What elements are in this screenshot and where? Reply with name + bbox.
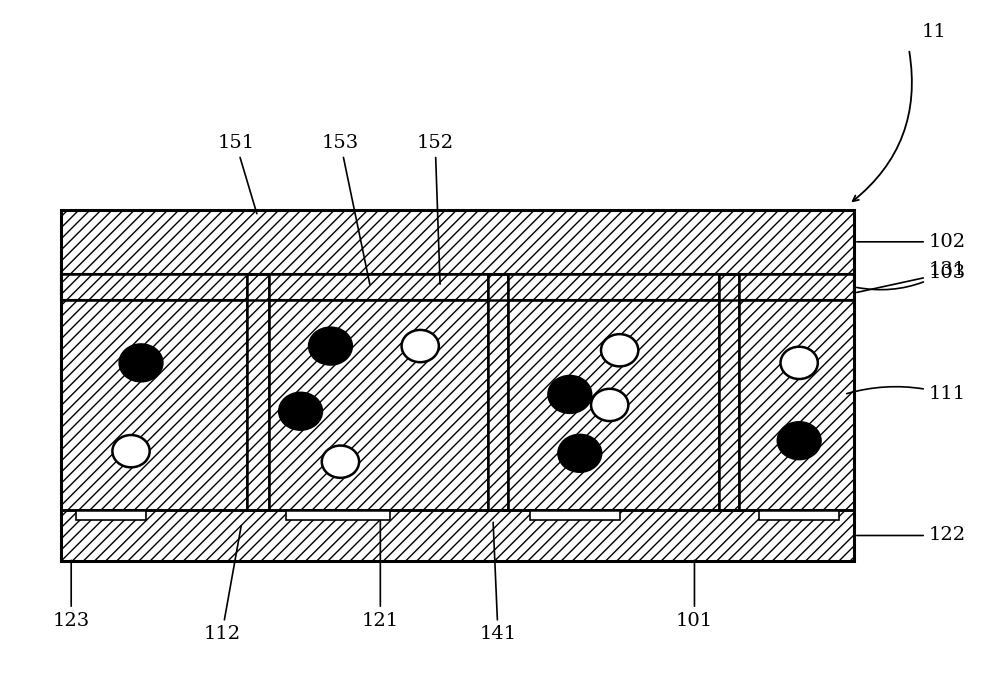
Bar [719, 274, 739, 510]
Bar [247, 274, 269, 510]
Text: 123: 123 [53, 560, 90, 630]
Bar [719, 274, 739, 510]
Ellipse shape [558, 434, 602, 473]
Ellipse shape [119, 344, 163, 382]
Text: 101: 101 [676, 560, 713, 630]
Bar [508, 300, 719, 510]
Ellipse shape [279, 392, 322, 430]
Ellipse shape [591, 389, 628, 421]
Ellipse shape [309, 327, 352, 365]
Ellipse shape [112, 435, 150, 467]
Text: 103: 103 [857, 264, 966, 292]
Text: 111: 111 [847, 385, 966, 403]
Bar [739, 300, 854, 510]
Ellipse shape [777, 422, 821, 460]
Text: 131: 131 [857, 261, 966, 289]
Ellipse shape [322, 445, 359, 478]
Bar [61, 210, 854, 274]
Ellipse shape [781, 347, 818, 379]
Text: 121: 121 [362, 513, 399, 630]
Bar [61, 300, 247, 510]
Bar [247, 274, 269, 510]
Text: 151: 151 [217, 134, 257, 214]
Ellipse shape [402, 330, 439, 362]
Text: 11: 11 [921, 23, 946, 41]
Ellipse shape [601, 334, 638, 366]
Bar [269, 300, 488, 510]
Text: 122: 122 [857, 526, 966, 545]
Text: 112: 112 [203, 526, 241, 644]
Text: 152: 152 [417, 134, 454, 284]
Bar [61, 510, 854, 561]
Text: 102: 102 [857, 233, 966, 251]
Bar [61, 210, 854, 561]
Bar [759, 510, 839, 520]
Ellipse shape [548, 375, 592, 413]
Text: 141: 141 [479, 522, 517, 644]
Text: 153: 153 [322, 134, 370, 284]
Bar [530, 510, 620, 520]
Bar [286, 510, 390, 520]
Bar [61, 274, 854, 300]
Bar [488, 274, 508, 510]
Bar [76, 510, 146, 520]
Bar [488, 274, 508, 510]
